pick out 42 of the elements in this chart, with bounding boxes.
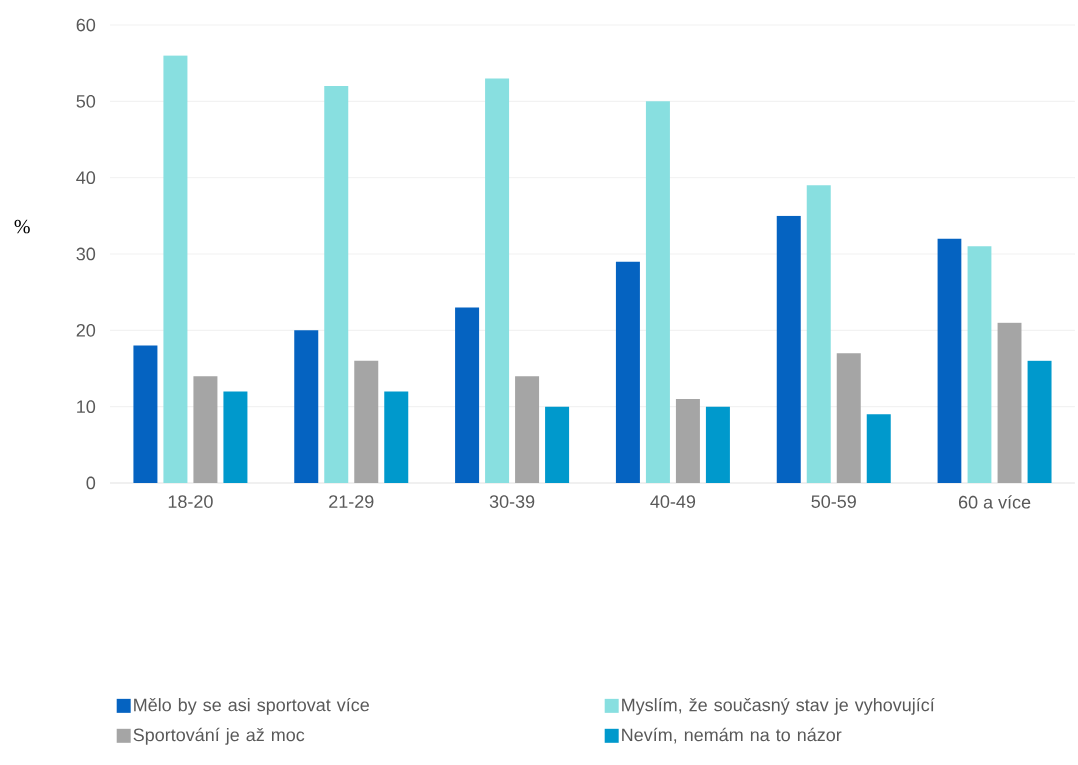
y-tick-label: 60: [76, 18, 96, 32]
y-tick-label: 0: [86, 476, 96, 490]
bar: [223, 391, 248, 483]
y-tick-label: 50: [76, 94, 96, 108]
bar: [615, 261, 640, 483]
bar: [324, 86, 349, 483]
bar: [354, 360, 379, 483]
bar: [1027, 360, 1052, 483]
y-tick-label: 30: [76, 247, 96, 261]
bar: [645, 101, 670, 483]
bar: [163, 55, 188, 483]
legend-label: Sportování je až moc: [133, 727, 305, 745]
bar: [384, 391, 409, 483]
y-tick-label: 10: [77, 400, 96, 414]
bar: [937, 238, 962, 483]
bar: [455, 307, 480, 483]
legend-label: Nevím, nemám na to názor: [622, 727, 842, 744]
bar: [515, 376, 540, 483]
x-tick-label: 40-49: [650, 495, 696, 508]
x-tick-label: 50-59: [811, 495, 856, 508]
x-tick-label: 60 a více: [958, 495, 1031, 509]
bar: [997, 322, 1022, 483]
bar: [193, 376, 218, 483]
y-tick-label: 40: [76, 171, 96, 185]
x-tick-label: 21-29: [329, 495, 374, 508]
legend-label: Myslím, že současný stav je vyhovující: [622, 697, 935, 715]
bar: [294, 330, 319, 483]
y-tick-label: 20: [76, 323, 96, 337]
bar: [675, 399, 700, 483]
bar: [776, 215, 801, 483]
legend-label: Mělo by se asi sportovat více: [134, 697, 369, 715]
bar: [705, 406, 730, 483]
y-axis-title: %: [14, 219, 30, 234]
x-tick-label: 18-20: [168, 495, 213, 508]
bar: [545, 406, 570, 483]
x-tick-label: 30-39: [489, 495, 535, 508]
bar: [485, 78, 510, 483]
bar: [967, 246, 992, 483]
bar: [806, 185, 831, 483]
bar: [836, 353, 861, 483]
bar: [133, 345, 158, 483]
bar: [866, 414, 891, 483]
